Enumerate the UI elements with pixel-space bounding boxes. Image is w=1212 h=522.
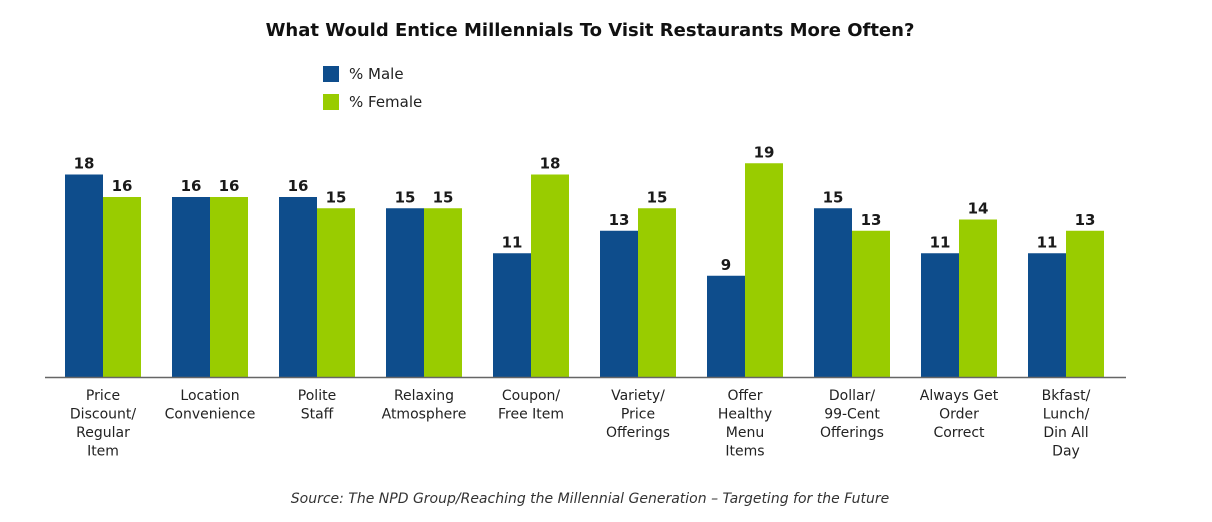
data-label-female-5: 15 [647, 188, 668, 206]
category-label-2: Polite Staff [298, 388, 336, 423]
legend-swatch-male [323, 66, 339, 82]
data-label-male-5: 13 [609, 211, 630, 229]
category-label-5: Variety/Price Offerings [606, 388, 670, 441]
data-label-male-2: 16 [288, 177, 309, 195]
bar-female-8 [959, 219, 997, 377]
data-label-female-3: 15 [433, 188, 454, 206]
category-label-4: Coupon/Free Item [498, 388, 564, 423]
bar-male-7 [814, 208, 852, 377]
legend: % Male % Female [323, 60, 422, 116]
data-label-male-3: 15 [395, 188, 416, 206]
bar-male-0 [65, 174, 103, 377]
bar-female-2 [317, 208, 355, 377]
bar-male-4 [493, 253, 531, 377]
bar-male-6 [707, 275, 745, 377]
category-label-7: Dollar/99-Cent Offerings [820, 388, 884, 441]
bar-female-1 [210, 197, 248, 377]
data-label-female-6: 19 [754, 143, 775, 161]
bar-male-2 [279, 197, 317, 377]
data-label-female-1: 16 [219, 177, 240, 195]
data-label-female-2: 15 [326, 188, 347, 206]
legend-item-female: % Female [323, 88, 422, 116]
data-label-male-0: 18 [74, 155, 95, 173]
legend-swatch-female [323, 94, 339, 110]
legend-label-female: % Female [349, 93, 423, 111]
category-label-0: Price Discount/Regular Item [70, 388, 136, 460]
bar-male-3 [386, 208, 424, 377]
category-label-6: Offer Healthy Menu Items [718, 388, 772, 460]
bar-female-5 [638, 208, 676, 377]
data-label-male-4: 11 [502, 233, 523, 251]
data-label-female-4: 18 [540, 155, 561, 173]
bar-male-5 [600, 230, 638, 377]
data-label-male-8: 11 [930, 233, 951, 251]
category-label-9: Bkfast/Lunch/Din All Day [1042, 388, 1091, 460]
data-label-female-9: 13 [1075, 211, 1096, 229]
chart-title: What Would Entice Millennials To Visit R… [265, 20, 915, 41]
bar-male-9 [1028, 253, 1066, 377]
category-label-1: Location Convenience [165, 388, 256, 423]
data-label-male-6: 9 [721, 256, 731, 274]
data-label-female-8: 14 [968, 200, 989, 218]
data-label-female-0: 16 [112, 177, 133, 195]
legend-item-male: % Male [323, 60, 422, 88]
bar-female-4 [531, 174, 569, 377]
bar-male-1 [172, 197, 210, 377]
bar-female-0 [103, 197, 141, 377]
category-label-8: Always Get Order Correct [920, 388, 999, 441]
bar-female-3 [424, 208, 462, 377]
category-label-3: Relaxing Atmosphere [382, 388, 467, 423]
source-note: Source: The NPD Group/Reaching the Mille… [290, 491, 890, 507]
data-label-male-7: 15 [823, 188, 844, 206]
bar-female-9 [1066, 230, 1104, 377]
legend-label-male: % Male [349, 65, 404, 83]
bar-female-7 [852, 230, 890, 377]
data-label-male-1: 16 [181, 177, 202, 195]
bar-male-8 [921, 253, 959, 377]
data-label-female-7: 13 [861, 211, 882, 229]
data-label-male-9: 11 [1037, 233, 1058, 251]
bar-female-6 [745, 163, 783, 377]
